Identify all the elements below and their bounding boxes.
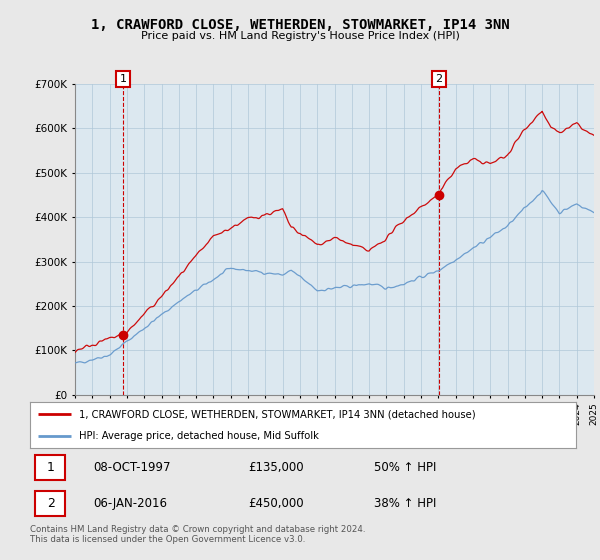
Text: Contains HM Land Registry data © Crown copyright and database right 2024.
This d: Contains HM Land Registry data © Crown c… bbox=[30, 525, 365, 544]
Text: HPI: Average price, detached house, Mid Suffolk: HPI: Average price, detached house, Mid … bbox=[79, 431, 319, 441]
Text: Price paid vs. HM Land Registry's House Price Index (HPI): Price paid vs. HM Land Registry's House … bbox=[140, 31, 460, 41]
Text: 38% ↑ HPI: 38% ↑ HPI bbox=[374, 497, 436, 510]
Text: 2: 2 bbox=[47, 497, 55, 510]
FancyBboxPatch shape bbox=[35, 455, 65, 480]
Text: 06-JAN-2016: 06-JAN-2016 bbox=[93, 497, 167, 510]
Text: £450,000: £450,000 bbox=[248, 497, 304, 510]
FancyBboxPatch shape bbox=[35, 492, 65, 516]
Text: 1: 1 bbox=[119, 74, 127, 84]
Text: 1: 1 bbox=[47, 461, 55, 474]
Text: 08-OCT-1997: 08-OCT-1997 bbox=[93, 461, 170, 474]
Text: 1, CRAWFORD CLOSE, WETHERDEN, STOWMARKET, IP14 3NN (detached house): 1, CRAWFORD CLOSE, WETHERDEN, STOWMARKET… bbox=[79, 409, 476, 419]
Text: 50% ↑ HPI: 50% ↑ HPI bbox=[374, 461, 436, 474]
Text: 2: 2 bbox=[435, 74, 442, 84]
Text: £135,000: £135,000 bbox=[248, 461, 304, 474]
Text: 1, CRAWFORD CLOSE, WETHERDEN, STOWMARKET, IP14 3NN: 1, CRAWFORD CLOSE, WETHERDEN, STOWMARKET… bbox=[91, 18, 509, 32]
